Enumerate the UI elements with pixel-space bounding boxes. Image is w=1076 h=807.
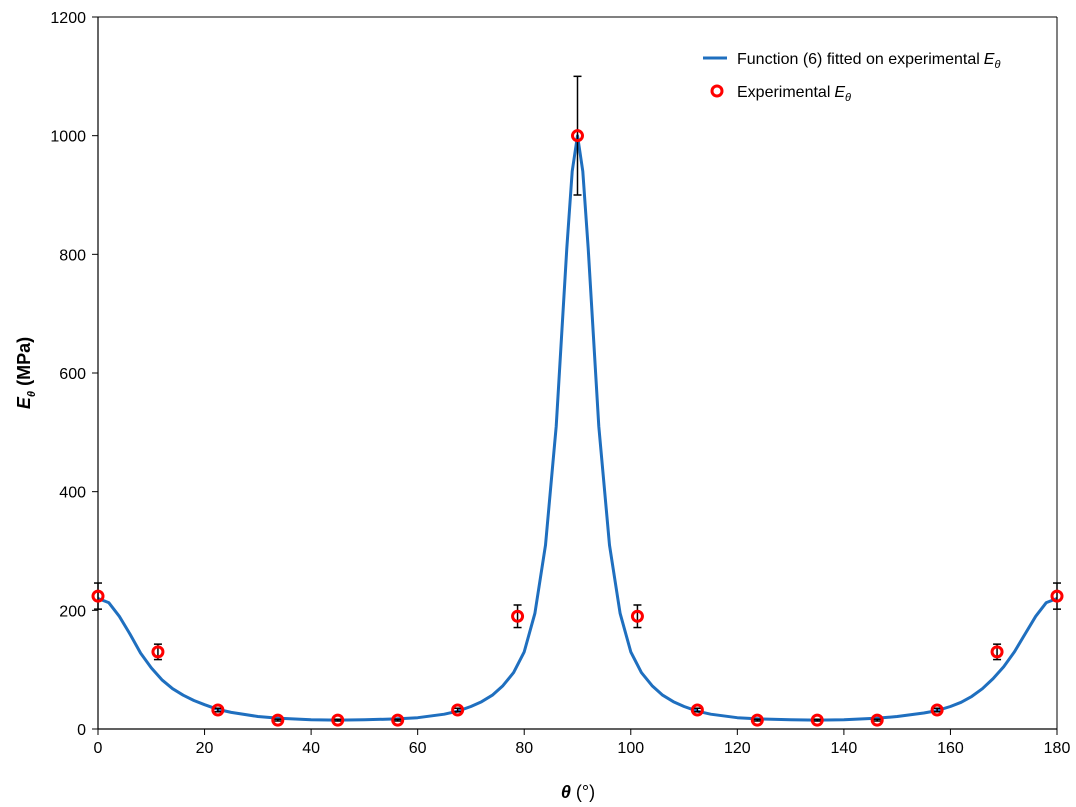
experimental-point — [1050, 589, 1064, 603]
marker-layer — [91, 129, 1064, 727]
y-tick-label: 600 — [59, 366, 86, 383]
x-tick-label: 120 — [724, 740, 751, 757]
experimental-point — [630, 609, 644, 623]
experimental-point — [750, 713, 764, 727]
x-tick-label: 60 — [409, 740, 427, 757]
y-tick-label: 1000 — [50, 129, 86, 146]
y-tick-label: 200 — [59, 603, 86, 620]
experimental-point — [930, 703, 944, 717]
x-tick-label: 100 — [617, 740, 644, 757]
legend-label-experimental: Experimental Eθ — [737, 84, 851, 104]
x-tick-label: 20 — [196, 740, 214, 757]
experimental-point — [271, 713, 285, 727]
experimental-point — [331, 713, 345, 727]
x-tick-label: 40 — [302, 740, 320, 757]
x-tick-label: 0 — [94, 740, 103, 757]
x-tick-label: 140 — [831, 740, 858, 757]
legend: Function (6) fitted on experimental Eθ Ex… — [703, 51, 1000, 104]
experimental-point — [990, 645, 1004, 659]
experimental-point — [451, 703, 465, 717]
x-axis-title: θ (°) — [561, 782, 595, 802]
experimental-point — [391, 713, 405, 727]
x-tick-label: 80 — [515, 740, 533, 757]
y-axis-title: Eθ(MPa) — [14, 337, 38, 409]
experimental-point — [211, 703, 225, 717]
errorbar-layer — [94, 75, 1061, 722]
ticks: 0 20 40 60 80 100 120 140 160 180 0 200 400 600 800 100… — [50, 10, 1070, 757]
y-tick-label: 0 — [77, 722, 86, 739]
x-tick-label: 160 — [937, 740, 964, 757]
legend-marker-swatch — [710, 84, 724, 98]
y-tick-label: 800 — [59, 247, 86, 264]
experimental-point — [571, 129, 584, 143]
experimental-point — [91, 589, 105, 603]
x-tick-label: 180 — [1044, 740, 1071, 757]
experimental-point — [810, 713, 824, 727]
legend-label-fit: Function (6) fitted on experimental Eθ — [737, 51, 1000, 71]
y-tick-label: 400 — [59, 485, 86, 502]
experimental-point — [690, 703, 704, 717]
experimental-point — [870, 713, 884, 727]
y-tick-label: 1200 — [50, 10, 86, 27]
fit-line-layer — [97, 134, 1058, 722]
fit-line — [97, 134, 1058, 722]
experimental-point — [151, 645, 165, 659]
experimental-point — [511, 609, 525, 623]
